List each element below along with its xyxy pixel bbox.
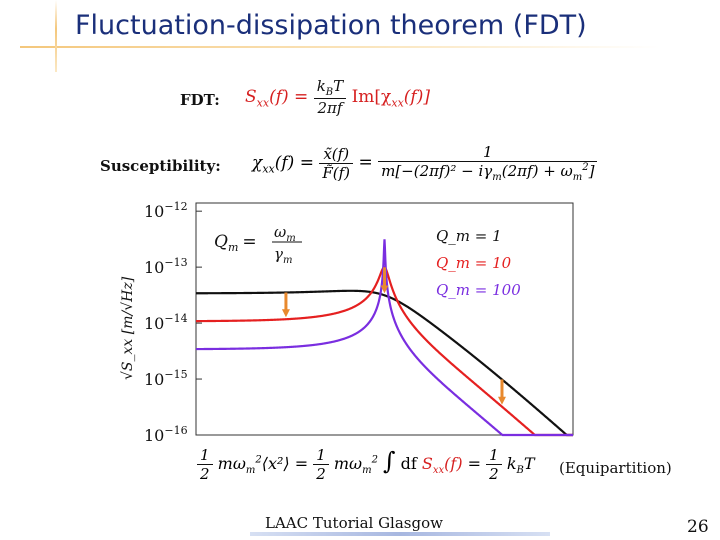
title-vertical-accent	[55, 0, 57, 72]
fdt-label: FDT:	[180, 91, 220, 109]
footer-text: LAAC Tutorial Glasgow	[265, 514, 443, 532]
y-tick-label: 10−12	[144, 200, 188, 221]
y-tick-label: 10−16	[144, 424, 188, 445]
legend-entry: Q_m = 1	[436, 227, 502, 245]
legend-entry: Q_m = 100	[436, 281, 521, 299]
susceptibility-equation: χxx(f) = x̃(f) F̃(f) = 1 m[−(2πf)² − iγm…	[252, 143, 598, 183]
y-tick-label: 10−15	[144, 368, 188, 389]
y-tick-label: 10−14	[144, 312, 188, 333]
plot-frame	[195, 202, 574, 436]
series-line-q100	[196, 239, 573, 437]
arrows-group	[281, 267, 506, 405]
footer-bar	[250, 532, 550, 536]
fdt-equation: Sxx(f) = kBT 2πf Im[χxx(f)]	[245, 77, 430, 117]
series-line-q1	[196, 289, 573, 437]
annotation-numerator: ωm	[274, 223, 296, 244]
chart-legend: Q_m = 1 Q_m = 10 Q_m = 100	[436, 227, 521, 299]
slide-title: Fluctuation-dissipation theorem (FDT)	[75, 10, 587, 41]
susceptibility-label: Susceptibility:	[100, 157, 221, 175]
legend-entry: Q_m = 10	[436, 254, 512, 272]
title-underline	[20, 46, 660, 48]
annotation-lhs: Qm =	[214, 232, 257, 254]
page-number: 26	[687, 517, 709, 537]
y-axis-label: √S_xx [m/√Hz]	[120, 276, 136, 380]
series-line-q10	[195, 266, 573, 437]
chart-series-group	[195, 239, 573, 437]
y-axis-ticks: 10−12 10−13 10−14 10−15 10−16	[144, 200, 202, 445]
equipartition-note: (Equipartition)	[559, 459, 672, 477]
y-tick-label: 10−13	[144, 256, 188, 277]
annotation-denominator: γm	[274, 245, 292, 266]
